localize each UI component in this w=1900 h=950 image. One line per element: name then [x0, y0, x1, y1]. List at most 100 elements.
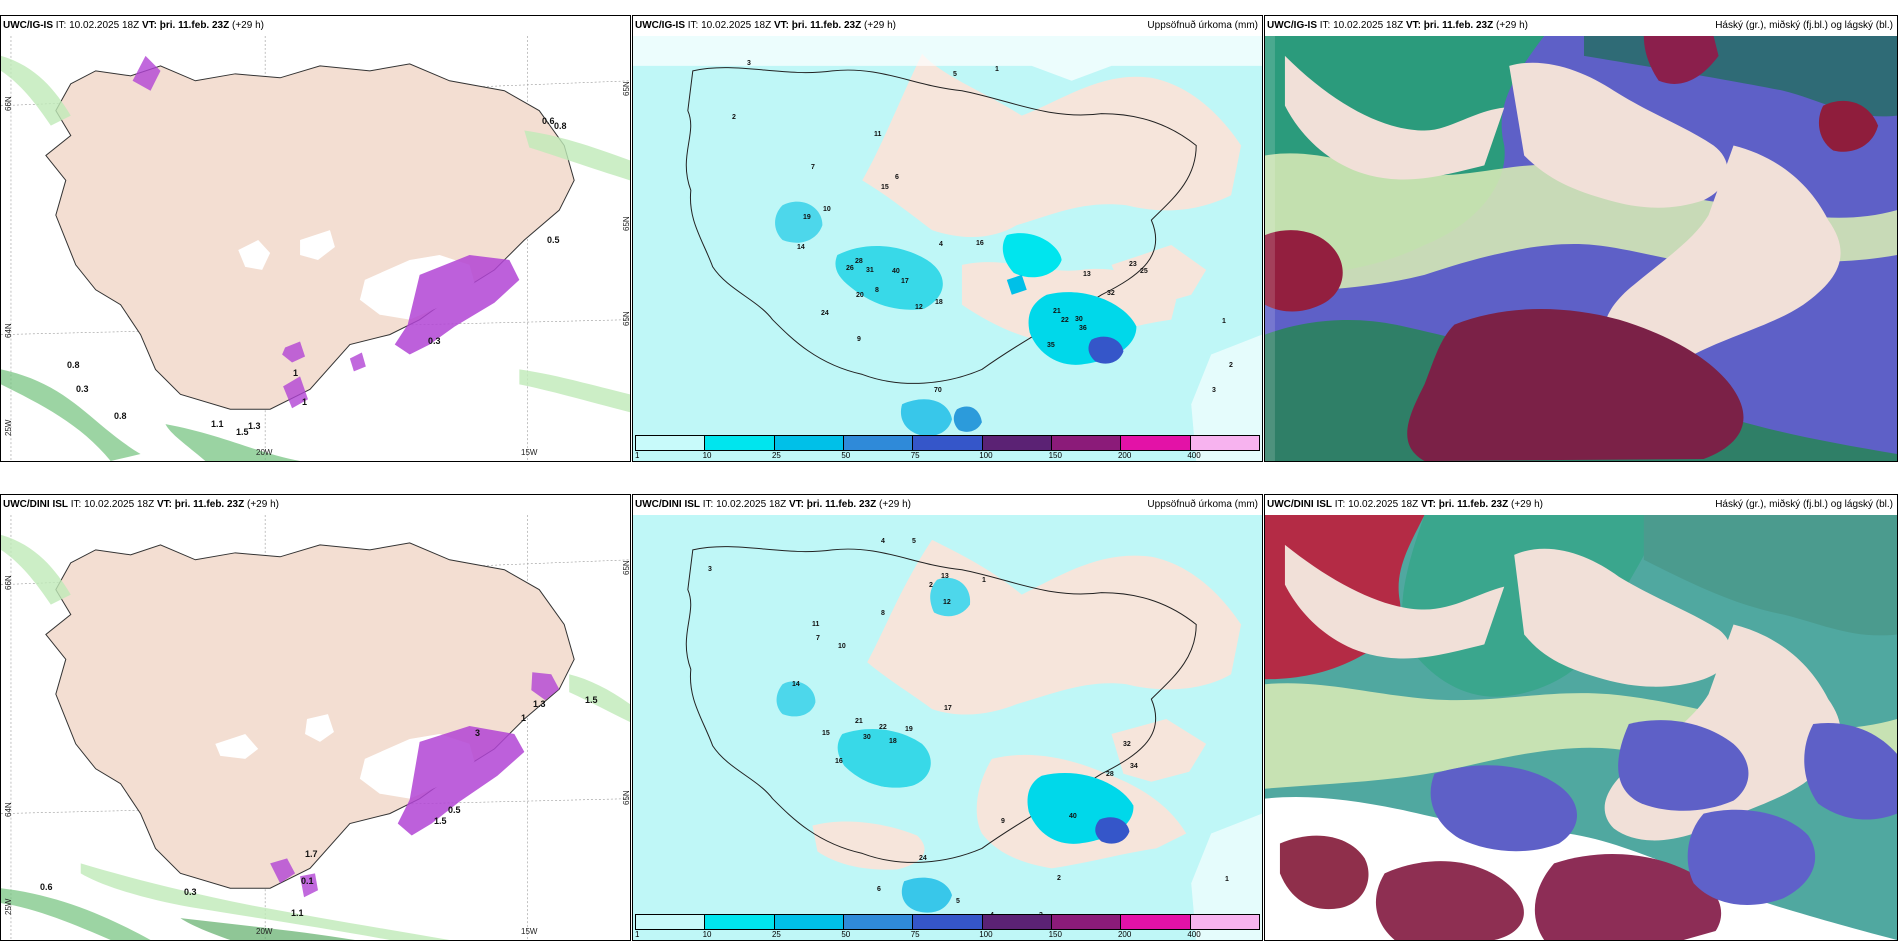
lon-label-15w: 15W [521, 927, 538, 936]
precip-value: 2 [929, 582, 933, 589]
init-time: IT: 10.02.2025 18Z [1334, 499, 1419, 510]
colorbar-seg-7 [1051, 915, 1122, 929]
precip-value: 1 [982, 577, 986, 584]
precip-value: 11 [874, 131, 882, 138]
wind-precip-map [1, 36, 630, 461]
precip-value: 9 [1001, 818, 1005, 825]
precip-value: 32 [1107, 290, 1115, 297]
panel-ig-is-wind-precip: UWC/IG-IS IT: 10.02.2025 18Z VT: þri. 11… [0, 15, 631, 462]
valid-time-label: VT: [1420, 499, 1436, 510]
lon-label-20w: 20W [256, 927, 273, 936]
panel-ig-is-clouds: UWC/IG-IS IT: 10.02.2025 18Z VT: þri. 11… [1264, 15, 1898, 462]
model-name: UWC/IG-IS [3, 20, 53, 31]
cloud-cover-svg [1265, 36, 1897, 461]
precip-label: 1.3 [533, 699, 546, 709]
precip-value: 21 [1053, 308, 1061, 315]
colorbar-tick-400: 400 [1187, 930, 1201, 939]
valid-time: þri. 11.feb. 23Z [174, 499, 245, 510]
panel-header: UWC/IG-IS IT: 10.02.2025 18Z VT: þri. 11… [1267, 19, 1893, 33]
precip-value: 5 [912, 538, 916, 545]
wind-precip-svg [1, 515, 630, 940]
lon-label-15w: 15W [521, 448, 538, 457]
precip-value: 6 [877, 886, 881, 893]
model-name: UWC/DINI ISL [1267, 499, 1332, 510]
precip-value: 10 [823, 206, 831, 213]
precip-value: 34 [1130, 763, 1138, 770]
precip-label: 0.5 [448, 805, 461, 815]
precip-value: 35 [1047, 342, 1055, 349]
precip-label: 0.3 [184, 887, 197, 897]
lead-time: (+29 h) [247, 499, 279, 510]
precip-colorbar [635, 435, 1260, 451]
precip-value: 1 [995, 66, 999, 73]
init-time: IT: 10.02.2025 18Z [55, 20, 140, 31]
precip-value: 28 [1106, 771, 1114, 778]
colorbar-seg-1 [636, 436, 706, 450]
precip-label: 0.8 [554, 121, 567, 131]
panel-ig-is-accumulated-precip: UWC/IG-IS IT: 10.02.2025 18Z VT: þri. 11… [632, 15, 1263, 462]
lat-label-64n: 64N [4, 802, 13, 817]
colorbar-tick-75: 75 [910, 451, 920, 460]
precip-value: 3 [708, 566, 712, 573]
lead-time: (+29 h) [1511, 499, 1543, 510]
precip-value: 8 [881, 610, 885, 617]
precip-value: 40 [892, 268, 900, 275]
lead-time: (+29 h) [1496, 20, 1528, 31]
accumulated-precip-svg [633, 515, 1262, 940]
lat-label-25w: 25W [4, 419, 13, 436]
lat-label-65n-2: 65N [622, 790, 631, 805]
precip-value: 23 [1129, 261, 1137, 268]
colorbar-tick-150: 150 [1048, 451, 1062, 460]
precip-value: 18 [935, 299, 943, 306]
accumulated-precip-map [633, 36, 1262, 461]
precip-label: 0.5 [547, 235, 560, 245]
precip-value: 32 [1123, 741, 1131, 748]
precip-value: 5 [956, 898, 960, 905]
precip-value: 2 [732, 114, 736, 121]
init-time: IT: 10.02.2025 18Z [702, 499, 787, 510]
precip-value: 2 [1057, 875, 1061, 882]
colorbar-tick-1: 1 [635, 930, 640, 939]
valid-time: þri. 11.feb. 23Z [159, 20, 230, 31]
colorbar-seg-2 [705, 436, 775, 450]
colorbar-seg-9 [1190, 915, 1259, 929]
panel-header: UWC/DINI ISL IT: 10.02.2025 18Z VT: þri.… [1267, 498, 1893, 512]
valid-time: þri. 11.feb. 23Z [1438, 499, 1509, 510]
valid-time: þri. 11.feb. 23Z [1423, 20, 1494, 31]
precip-value: 16 [835, 758, 843, 765]
colorbar-tick-10: 10 [702, 451, 712, 460]
colorbar-tick-25: 25 [771, 930, 781, 939]
valid-time: þri. 11.feb. 23Z [791, 20, 862, 31]
precip-label: 0.3 [428, 336, 441, 346]
precip-value: 2 [1229, 362, 1233, 369]
precip-value: 16 [976, 240, 984, 247]
precip-label: 0.8 [67, 360, 80, 370]
colorbar-seg-6 [982, 436, 1052, 450]
colorbar-seg-5 [913, 915, 983, 929]
lat-label-65n: 65N [622, 560, 631, 575]
init-time: IT: 10.02.2025 18Z [1319, 20, 1404, 31]
precip-label: 1.1 [291, 908, 304, 918]
lat-label-25w: 25W [4, 898, 13, 915]
precip-value: 24 [821, 310, 829, 317]
colorbar-seg-3 [774, 436, 844, 450]
colorbar-seg-5 [913, 436, 983, 450]
precip-label: 1.5 [434, 816, 447, 826]
valid-time-label: VT: [1405, 20, 1421, 31]
precip-value: 17 [901, 278, 909, 285]
valid-time-label: VT: [141, 20, 157, 31]
colorbar-tick-25: 25 [771, 451, 781, 460]
precip-value: 14 [792, 681, 800, 688]
accumulated-precip-map [633, 515, 1262, 940]
precip-value: 6 [895, 174, 899, 181]
precip-label: 0.8 [114, 411, 127, 421]
valid-time-label: VT: [773, 20, 789, 31]
panel-header: UWC/DINI ISL IT: 10.02.2025 18Z VT: þri.… [635, 498, 1258, 512]
colorbar-tick-150: 150 [1048, 930, 1062, 939]
colorbar-seg-2 [705, 915, 775, 929]
accumulated-precip-svg [633, 36, 1262, 461]
precip-value: 17 [944, 705, 952, 712]
wind-precip-svg [1, 36, 630, 461]
precip-value: 5 [953, 71, 957, 78]
